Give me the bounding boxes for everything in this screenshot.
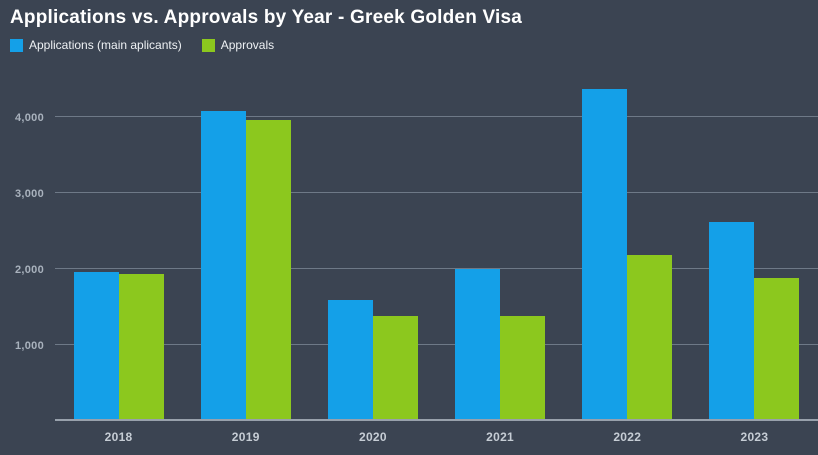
gridline-3000 bbox=[55, 191, 818, 193]
bar-applications-main-aplicants-2018[interactable] bbox=[73, 271, 119, 421]
y-tick-label-4000: 4,000 bbox=[14, 111, 44, 124]
legend-swatch-approvals-icon bbox=[201, 38, 215, 52]
bar-applications-main-aplicants-2021[interactable] bbox=[455, 268, 501, 421]
y-axis-labels: 1,000 2,000 3,000 4,000 bbox=[0, 72, 48, 421]
bar-applications-main-aplicants-2020[interactable] bbox=[327, 300, 373, 421]
gridline-2000 bbox=[55, 267, 818, 269]
bar-group-2018 bbox=[55, 72, 182, 421]
chart-area: 1,000 2,000 3,000 4,000 2018 2019 2020 2021 202… bbox=[0, 62, 818, 455]
x-axis-labels: 2018 2019 2020 2021 2022 2023 bbox=[55, 421, 818, 455]
bar-applications-main-aplicants-2022[interactable] bbox=[582, 88, 628, 421]
x-tick-label-2021: 2021 bbox=[486, 430, 515, 444]
bar-group-2022 bbox=[564, 72, 691, 421]
x-axis-baseline bbox=[55, 419, 818, 421]
legend-swatch-applications-icon bbox=[10, 38, 23, 52]
legend-item-applications[interactable]: Applications (main aplicants) bbox=[10, 38, 182, 52]
y-tick-label-3000: 3,000 bbox=[14, 187, 44, 200]
chart-title: Applications vs. Approvals by Year - Gre… bbox=[10, 7, 523, 28]
plot-area bbox=[55, 72, 818, 421]
bar-group-2019 bbox=[182, 72, 309, 421]
gridline-4000 bbox=[55, 115, 818, 117]
bar-groups bbox=[55, 72, 818, 421]
bar-approvals-2018[interactable] bbox=[118, 273, 164, 421]
legend-label-applications: Applications (main aplicants) bbox=[29, 38, 182, 52]
y-tick-label-1000: 1,000 bbox=[14, 339, 44, 352]
legend-item-approvals[interactable]: Approvals bbox=[201, 38, 275, 52]
bar-group-2021 bbox=[437, 72, 564, 421]
bar-approvals-2023[interactable] bbox=[754, 277, 800, 421]
x-tick-label-2019: 2019 bbox=[231, 430, 260, 444]
legend-label-approvals: Approvals bbox=[220, 38, 275, 52]
x-tick-label-2023: 2023 bbox=[740, 430, 769, 444]
bar-applications-main-aplicants-2023[interactable] bbox=[709, 222, 755, 421]
bar-group-2020 bbox=[309, 72, 436, 421]
x-tick-label-2022: 2022 bbox=[613, 430, 642, 444]
bar-approvals-2020[interactable] bbox=[372, 315, 418, 421]
legend: Applications (main aplicants) Approvals bbox=[0, 29, 818, 52]
bar-approvals-2019[interactable] bbox=[245, 119, 291, 421]
bar-group-2023 bbox=[691, 72, 818, 421]
bar-applications-main-aplicants-2019[interactable] bbox=[200, 111, 246, 421]
gridline-1000 bbox=[55, 343, 818, 345]
bar-approvals-2021[interactable] bbox=[500, 315, 546, 421]
x-tick-label-2018: 2018 bbox=[104, 430, 133, 444]
x-tick-label-2020: 2020 bbox=[358, 430, 387, 444]
y-tick-label-2000: 2,000 bbox=[14, 263, 44, 276]
bar-approvals-2022[interactable] bbox=[627, 255, 673, 421]
